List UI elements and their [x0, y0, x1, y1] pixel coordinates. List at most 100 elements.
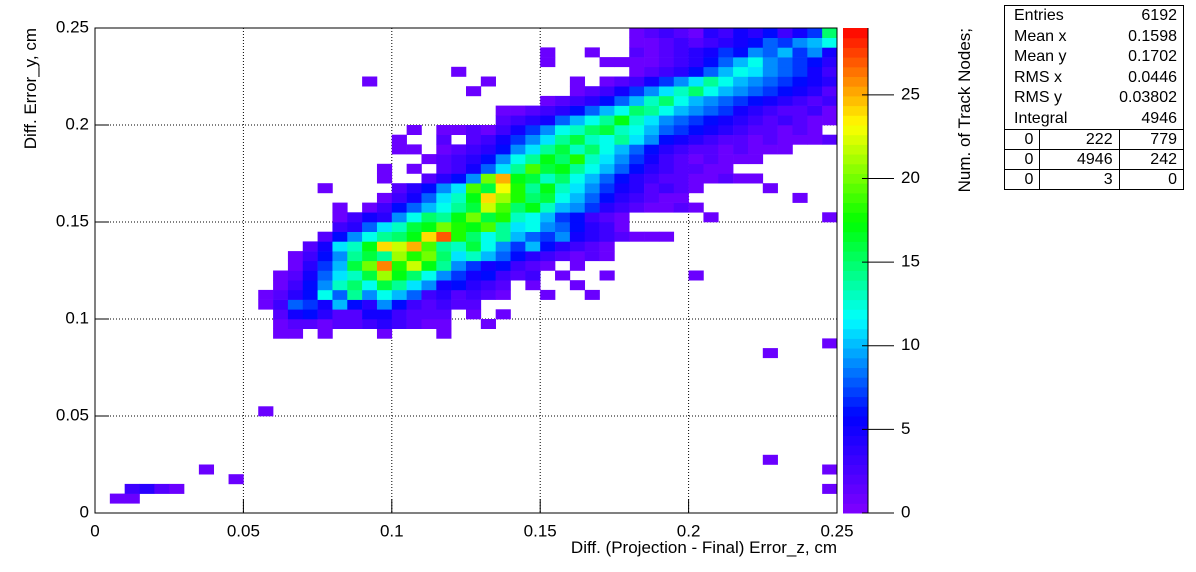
heatmap-cell — [525, 105, 541, 116]
heatmap-cell — [480, 144, 496, 155]
stats-row: Integral 4946 — [1005, 109, 1183, 130]
color-band — [843, 270, 868, 281]
heatmap-cell — [273, 309, 289, 320]
heatmap-cell — [436, 202, 452, 213]
heatmap-cell — [614, 163, 630, 174]
heatmap-cell — [688, 95, 704, 106]
heatmap-cell — [540, 154, 556, 165]
heatmap-cell — [287, 270, 304, 281]
heatmap-cell — [525, 154, 541, 165]
heatmap-cell — [555, 183, 571, 194]
heatmap-cell — [480, 280, 496, 291]
heatmap-cell — [807, 47, 823, 58]
heatmap-cell — [451, 125, 467, 135]
heatmap-cell — [391, 260, 407, 271]
heatmap-cell — [584, 231, 600, 242]
heatmap-cell — [421, 241, 437, 252]
heatmap-cell — [629, 163, 645, 174]
stats-label: Mean x — [1014, 27, 1067, 45]
heatmap-cell — [124, 483, 140, 494]
heatmap-cell — [540, 231, 556, 242]
heatmap-cell — [540, 251, 556, 262]
heatmap-cell — [525, 183, 541, 194]
heatmap-cell — [584, 251, 600, 262]
color-band — [843, 280, 868, 291]
stats-row: Mean y 0.1702 — [1005, 47, 1183, 68]
heatmap-cell — [629, 105, 645, 116]
heatmap-cell — [777, 95, 793, 106]
heatmap-cell — [540, 105, 556, 116]
heatmap-cell — [777, 144, 793, 155]
heatmap-cell — [466, 309, 482, 320]
heatmap-cell — [451, 66, 467, 77]
x-tick-label: 0.1 — [380, 521, 404, 540]
heatmap-cell — [421, 299, 437, 310]
heatmap-cell — [673, 144, 689, 155]
heatmap-cell — [658, 125, 675, 135]
heatmap-cell — [332, 299, 348, 310]
heatmap-cell — [747, 37, 764, 48]
heatmap-cell — [599, 144, 615, 155]
heatmap-cell — [347, 251, 363, 262]
heatmap-cell — [629, 144, 645, 155]
heatmap-cell — [525, 280, 541, 291]
heatmap-cell — [629, 57, 645, 68]
heatmap-cell — [436, 222, 452, 232]
heatmap-cell — [569, 260, 586, 271]
heatmap-cell — [332, 241, 348, 252]
heatmap-cell — [555, 241, 571, 252]
heatmap-cell — [451, 154, 467, 165]
heatmap-cell — [658, 163, 675, 174]
heatmap-cell — [347, 212, 363, 223]
heatmap-cell — [451, 192, 467, 203]
heatmap-cell — [584, 202, 600, 213]
heatmap-cell — [406, 260, 422, 271]
stats-label: Entries — [1014, 7, 1064, 24]
heatmap-cell — [733, 144, 749, 155]
heatmap-cell — [421, 251, 437, 262]
heatmap-cell — [198, 464, 215, 475]
heatmap-cell — [733, 115, 749, 126]
heatmap-cell — [658, 192, 675, 203]
heatmap-cell — [658, 105, 675, 116]
heatmap-cell — [510, 222, 526, 232]
heatmap-cell — [555, 212, 571, 223]
heatmap-cell — [569, 251, 586, 262]
heatmap-cell — [376, 202, 393, 213]
stats-table-row: 0 4946 242 — [1005, 149, 1183, 170]
heatmap-cell — [569, 86, 586, 97]
heatmap-cell — [555, 173, 571, 184]
heatmap-cell — [332, 280, 348, 291]
heatmap-cell — [569, 105, 586, 116]
heatmap-cell — [436, 212, 452, 223]
heatmap-cell — [495, 289, 511, 300]
heatmap-cell — [658, 134, 675, 145]
stats-label: Integral — [1014, 109, 1068, 127]
heatmap-cell — [703, 134, 719, 145]
heatmap-cell — [480, 319, 496, 329]
heatmap-cell — [703, 173, 719, 184]
heatmap-cell — [673, 86, 689, 97]
color-band — [843, 396, 868, 407]
color-band — [843, 367, 868, 378]
heatmap-cell — [822, 134, 838, 145]
heatmap-cell — [347, 299, 363, 310]
heatmap-cell — [302, 270, 318, 281]
heatmap-cell — [673, 105, 689, 116]
heatmap-cell — [287, 251, 304, 262]
heatmap-cell — [584, 241, 600, 252]
color-band — [843, 348, 868, 359]
heatmap-cell — [644, 66, 660, 77]
heatmap-cell — [495, 280, 511, 291]
heatmap-cell — [317, 299, 333, 310]
heatmap-cell — [569, 222, 586, 232]
heatmap-cell — [777, 115, 793, 126]
heatmap-cell — [673, 202, 689, 213]
heatmap-cell — [584, 163, 600, 174]
heatmap-cell — [718, 57, 734, 68]
heatmap-cell — [703, 125, 719, 135]
heatmap-cell — [406, 222, 422, 232]
heatmap-cell — [688, 76, 704, 87]
heatmap-cell — [599, 241, 615, 252]
color-band — [843, 435, 868, 446]
